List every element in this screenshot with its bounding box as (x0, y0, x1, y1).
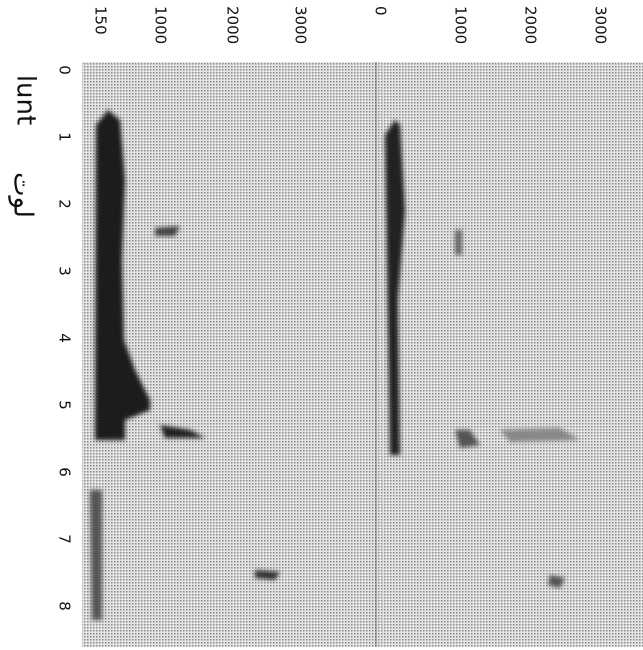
frequency-tick-label: 1000 (152, 6, 170, 44)
time-tick-label: 8 (56, 601, 74, 611)
frequency-tick-label: 0 (372, 6, 390, 16)
frequency-tick-label: 2000 (522, 6, 540, 44)
arabic-label: لوت (8, 172, 38, 218)
time-tick-label: 6 (56, 467, 74, 477)
frequency-tick-label: 1000 (452, 6, 470, 44)
time-tick-label: 3 (56, 266, 74, 276)
time-tick-label: 0 (56, 65, 74, 75)
frequency-tick-label: 3000 (292, 6, 310, 44)
time-tick-label: 7 (56, 534, 74, 544)
spectrogram-background (82, 62, 643, 647)
time-tick-label: 1 (56, 132, 74, 142)
frequency-tick-label: 3000 (592, 6, 610, 44)
time-tick-label: 5 (56, 400, 74, 410)
frequency-tick-label: 150 (92, 6, 110, 35)
frequency-tick-label: 2000 (224, 6, 242, 44)
spectrogram-energy (90, 110, 580, 620)
time-tick-label: 4 (56, 333, 74, 343)
time-tick-label: 2 (56, 199, 74, 209)
word-label: lunt (11, 75, 41, 125)
